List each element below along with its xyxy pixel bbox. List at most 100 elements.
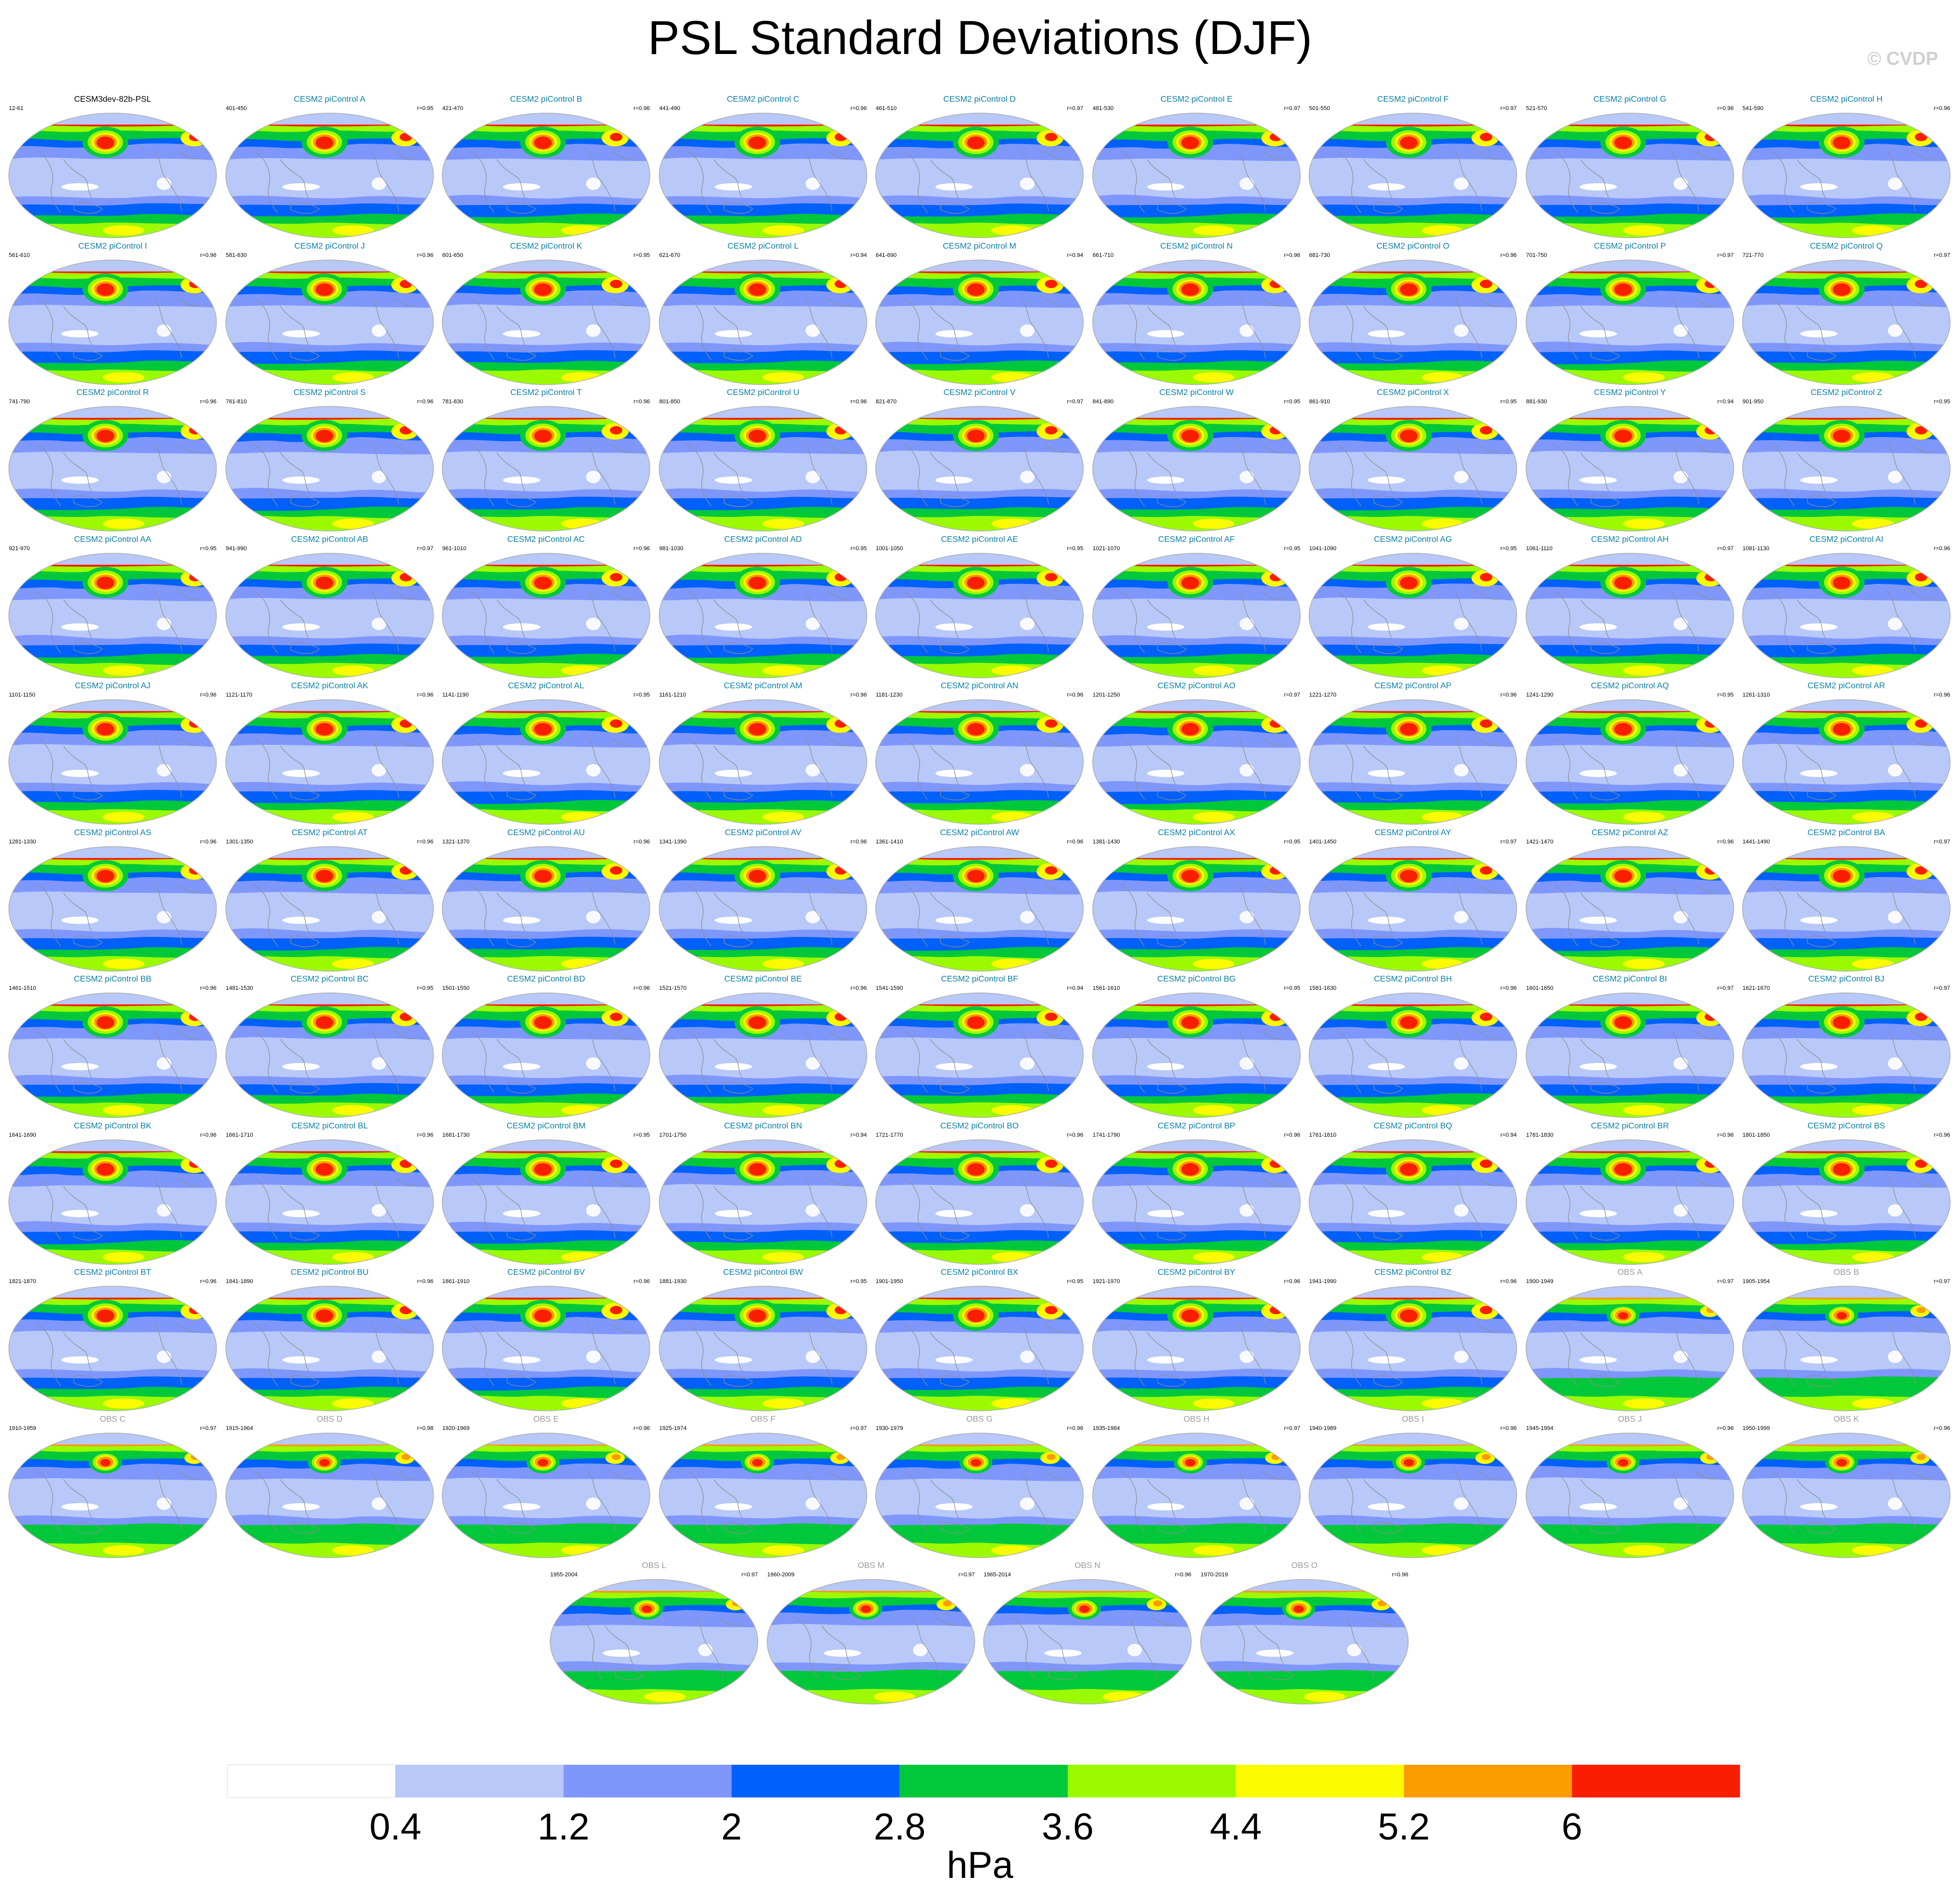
map-field [225, 113, 433, 238]
arctic-max [21, 125, 203, 127]
coastline [1580, 1039, 1609, 1079]
panel-years: 1281-1330 [9, 839, 36, 845]
panel-title: CESM2 piControl AW [940, 828, 1019, 837]
southern-max [1852, 225, 1894, 236]
panel-correlation: r=0.96 [1934, 1425, 1951, 1432]
field-band [659, 488, 867, 499]
panel-years: 1930-1979 [876, 1425, 903, 1432]
field-band [9, 195, 216, 206]
coastline [371, 1324, 399, 1385]
coastline [1671, 151, 1699, 212]
map-field [1309, 406, 1517, 531]
coastline [804, 1178, 833, 1238]
panel-correlation: r=0.96 [1717, 1132, 1734, 1138]
coastline [1261, 444, 1283, 453]
map-border [225, 406, 434, 532]
field-band [225, 1368, 433, 1379]
low-variability-patch [282, 476, 320, 484]
coastline [280, 1186, 309, 1225]
arctic-max [1762, 857, 1937, 860]
panel-years: 1900-1949 [1526, 1278, 1554, 1285]
coastline [1590, 1229, 1620, 1241]
coastline [1477, 884, 1500, 893]
coastline [470, 151, 495, 213]
coastline [254, 444, 278, 507]
field-band [984, 1591, 1191, 1599]
coastline [930, 1479, 959, 1518]
coastline [1373, 642, 1403, 654]
low-variability-patch [1454, 178, 1468, 190]
pacific-max-core [748, 869, 766, 882]
map-border [442, 113, 650, 238]
coastline [1363, 892, 1393, 932]
southern-max [762, 1545, 804, 1556]
coastline [1363, 1332, 1393, 1372]
coastline [1554, 1324, 1578, 1386]
panel-correlation: r=0.95 [1284, 546, 1300, 552]
coastline [687, 1177, 711, 1239]
southern-max [332, 958, 374, 969]
low-variability-patch [1020, 471, 1035, 483]
panel-correlation: r=0.95 [634, 252, 650, 258]
coastline [1020, 151, 1049, 212]
low-variability-patch [1800, 183, 1837, 190]
atlantic-max-core [1045, 573, 1057, 581]
pacific-max-core [1614, 137, 1632, 149]
coastline [280, 599, 309, 638]
low-variability-patch [586, 1497, 601, 1510]
coastline [1337, 591, 1362, 653]
colorbar-unit: hPa [947, 1845, 1014, 1886]
panel-title: CESM2 piControl J [294, 242, 364, 251]
map-border [8, 846, 217, 972]
low-variability-patch [714, 916, 752, 924]
pacific-max-core [1181, 869, 1199, 882]
field-band [1743, 1075, 1950, 1085]
panel-title: CESM2 piControl AM [724, 682, 802, 690]
coastline [290, 642, 320, 654]
southern-max [332, 812, 374, 822]
coastline [154, 1324, 182, 1385]
panel-correlation: r=0.95 [850, 1278, 867, 1285]
coastline [1911, 1324, 1934, 1333]
map-field [1309, 700, 1517, 824]
arctic-max [899, 418, 1070, 420]
low-variability-patch [586, 910, 601, 923]
field-band [1092, 781, 1300, 792]
field-band [1526, 1075, 1734, 1085]
coastline [904, 884, 928, 946]
atlantic-max-core [1915, 133, 1927, 141]
panel-correlation: r=0.95 [1717, 692, 1734, 698]
coastline [496, 452, 526, 492]
low-variability-patch [1239, 178, 1254, 190]
pacific-max-core [315, 1310, 333, 1322]
field-band [1092, 635, 1300, 646]
panel-years: 1561-1610 [1093, 985, 1120, 991]
coastline [1337, 444, 1362, 507]
field-band [9, 1444, 216, 1453]
arctic-max [1330, 1298, 1504, 1300]
coastline [827, 591, 850, 599]
coastline [1147, 1332, 1176, 1372]
coastline [1807, 1229, 1836, 1241]
atlantic-max-core [610, 133, 622, 141]
southern-max [1192, 1545, 1234, 1556]
coastline [1807, 1082, 1836, 1094]
coastline [290, 788, 320, 800]
coastline [63, 1332, 92, 1372]
coastline [1796, 306, 1826, 345]
panel-years: 1381-1430 [1093, 839, 1120, 845]
arctic-max [1539, 271, 1721, 274]
coastline [1147, 1186, 1176, 1225]
field-band [225, 1222, 433, 1232]
map-field [225, 1286, 433, 1411]
field-band [1526, 1298, 1734, 1306]
arctic-max [675, 125, 854, 127]
pacific-max-core [1181, 430, 1199, 442]
coastline [1771, 444, 1795, 507]
low-variability-patch [61, 1503, 99, 1510]
